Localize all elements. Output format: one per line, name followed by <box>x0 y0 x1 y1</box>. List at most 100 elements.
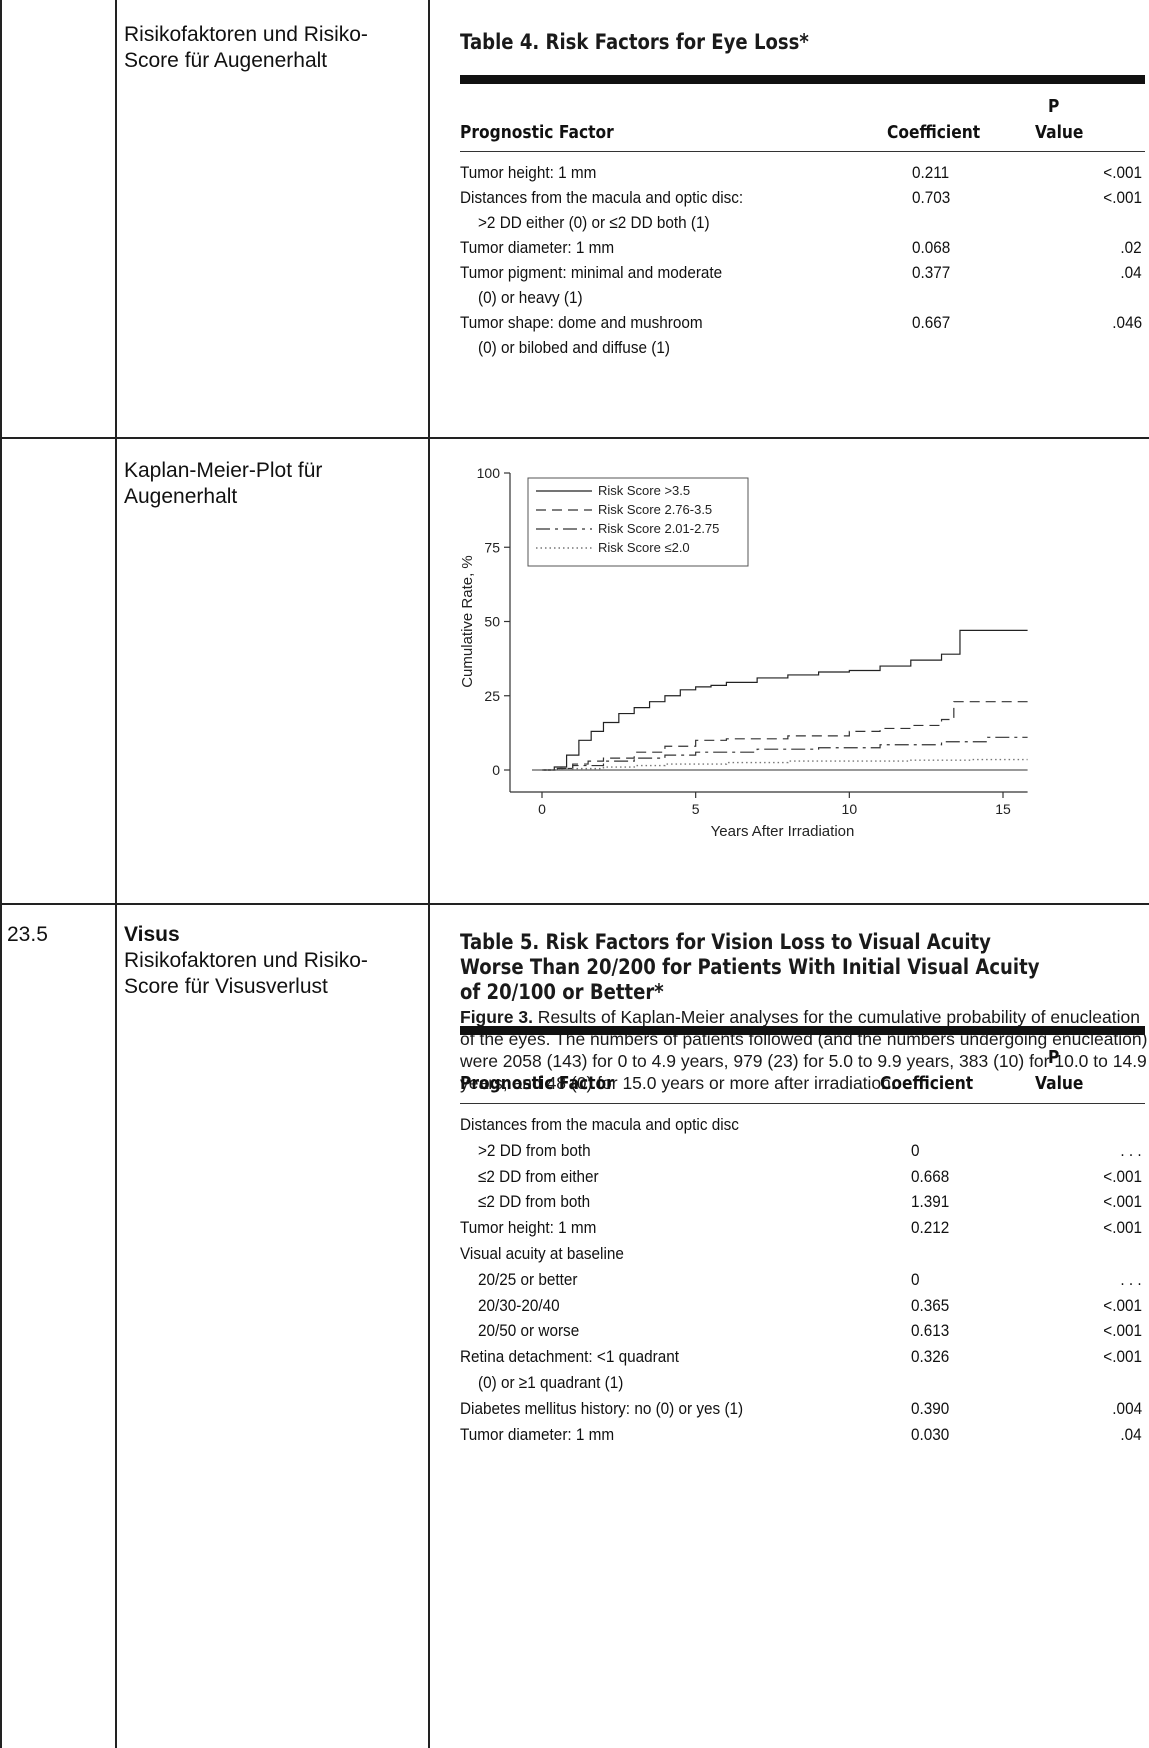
table4-coef: 0.667 <box>912 313 951 332</box>
table5-coef: 0.030 <box>911 1425 950 1444</box>
table5-factor: ≤2 DD from both <box>478 1192 591 1211</box>
table5-p: <.001 <box>1103 1167 1142 1186</box>
table5-factor: Retina detachment: <1 quadrant <box>460 1347 680 1366</box>
table4-factor: Tumor pigment: minimal and moderate <box>460 263 723 282</box>
row3-number: 23.5 <box>7 923 48 946</box>
table4-factor: Distances from the macula and optic disc… <box>460 188 744 207</box>
row2-label: Kaplan-Meier-Plot für Augenerhalt <box>124 459 323 508</box>
table5-factor: (0) or ≥1 quadrant (1) <box>478 1373 624 1392</box>
legend-label: Risk Score ≤2.0 <box>598 540 690 555</box>
x-tick-label: 5 <box>692 801 700 817</box>
table5-coef: 0 <box>911 1270 920 1289</box>
table4-factor: Tumor shape: dome and mushroom <box>460 313 703 332</box>
y-tick-label: 25 <box>484 688 500 704</box>
table4-p: <.001 <box>1103 163 1142 182</box>
table5-p: <.001 <box>1103 1296 1142 1315</box>
table5-factor: ≤2 DD from either <box>478 1167 599 1186</box>
row3-label-bold: Visus <box>124 923 180 946</box>
legend-label: Risk Score 2.76-3.5 <box>598 502 712 517</box>
table-column-divider <box>115 0 117 1748</box>
table5-coef: 0.613 <box>911 1321 950 1340</box>
y-axis-label: Cumulative Rate, % <box>459 555 476 688</box>
figure3-caption-label: Figure 3. <box>460 1007 533 1027</box>
table5-factor: >2 DD from both <box>478 1141 591 1160</box>
table4-header-coef: Coefficient <box>887 122 981 143</box>
table4-coef: 0.068 <box>912 238 951 257</box>
table5-coef: 0 <box>911 1141 920 1160</box>
table5-p: <.001 <box>1103 1321 1142 1340</box>
table4-header-value: Value <box>1035 122 1084 143</box>
table5-p: . . . <box>1120 1270 1142 1289</box>
x-tick-label: 0 <box>538 801 546 817</box>
legend-label: Risk Score >3.5 <box>598 483 690 498</box>
table5-coef: 0.365 <box>911 1296 950 1315</box>
kaplan-meier-chart: 0 25 50 75 100 0 5 10 15 Years After Irradiation C… <box>459 465 1028 840</box>
x-tick-label: 10 <box>842 801 858 817</box>
table5-coef: 0.212 <box>911 1218 950 1237</box>
table-border-left <box>0 0 2 1748</box>
table4-p: <.001 <box>1103 188 1142 207</box>
table5-p: . . . <box>1120 1141 1142 1160</box>
table4-title: Table 4. Risk Factors for Eye Loss* <box>460 30 809 54</box>
series-line-4 <box>542 758 1028 771</box>
table4-coef: 0.211 <box>912 163 950 182</box>
table4-coef: 0.703 <box>912 188 951 207</box>
table5-header-value: Value <box>1035 1073 1084 1094</box>
table4-p: .02 <box>1120 238 1142 257</box>
table5-coef: 1.391 <box>911 1192 950 1211</box>
table5-p: <.001 <box>1103 1192 1142 1211</box>
table5-title-line1: Table 5. Risk Factors for Vision Loss to… <box>460 930 991 954</box>
table5-factor: Tumor diameter: 1 mm <box>460 1425 615 1444</box>
table-row-divider <box>0 437 1149 439</box>
table5-top-rule <box>460 1026 1145 1035</box>
y-tick-label: 0 <box>492 762 500 778</box>
table5-p: .04 <box>1120 1425 1142 1444</box>
table4-factor: >2 DD either (0) or ≤2 DD both (1) <box>478 213 710 232</box>
table4-p: .04 <box>1120 263 1142 282</box>
table5-coef: 0.390 <box>911 1399 950 1418</box>
table5-header-rule <box>460 1103 1145 1104</box>
table5-header-factor: Prognostic Factor <box>460 1073 614 1094</box>
table5-coef: 0.326 <box>911 1347 950 1366</box>
y-tick-label: 50 <box>484 614 500 630</box>
series-line-2 <box>542 701 1028 771</box>
row3-label: Risikofaktoren und Risiko-Score für Visu… <box>124 949 368 998</box>
table5-header-coef: Coefficient <box>880 1073 974 1094</box>
table5-title-line3: of 20/100 or Better* <box>460 980 664 1004</box>
table5-factor: 20/30-20/40 <box>478 1296 560 1315</box>
table4-factor: Tumor diameter: 1 mm <box>460 238 615 257</box>
table4-factor: Tumor height: 1 mm <box>460 163 597 182</box>
table4-header-p: P <box>1048 96 1060 117</box>
table4-top-rule <box>460 75 1145 84</box>
legend-label: Risk Score 2.01-2.75 <box>598 521 719 536</box>
y-tick-label: 75 <box>484 539 500 555</box>
table4-factor: (0) or heavy (1) <box>478 288 583 307</box>
table5-factor: Tumor height: 1 mm <box>460 1218 597 1237</box>
table5-factor: Visual acuity at baseline <box>460 1244 624 1263</box>
x-axis-label: Years After Irradiation <box>711 823 855 840</box>
table5-title-line2: Worse Than 20/200 for Patients With Init… <box>460 955 1040 979</box>
row1-label: Risikofaktoren und Risiko-Score für Auge… <box>124 23 368 72</box>
table4-coef: 0.377 <box>912 263 951 282</box>
legend-box <box>527 477 749 567</box>
table5-factor: 20/25 or better <box>478 1270 578 1289</box>
table4-p: .046 <box>1112 313 1142 332</box>
table5-p: <.001 <box>1103 1218 1142 1237</box>
table4-header-factor: Prognostic Factor <box>460 122 614 143</box>
y-tick-label: 100 <box>477 465 501 481</box>
table5-p: <.001 <box>1103 1347 1142 1366</box>
table5-factor: Diabetes mellitus history: no (0) or yes… <box>460 1399 744 1418</box>
table-column-divider <box>428 0 430 1748</box>
table5-header-p: P <box>1048 1047 1060 1068</box>
x-tick-label: 15 <box>995 801 1011 817</box>
table4-header-rule <box>460 151 1145 152</box>
series-line-1 <box>542 629 1028 771</box>
table-row-divider <box>0 903 1149 905</box>
table5-factor: Distances from the macula and optic disc <box>460 1115 739 1134</box>
table5-p: .004 <box>1112 1399 1142 1418</box>
table4-factor: (0) or bilobed and diffuse (1) <box>478 338 670 357</box>
series-line-3 <box>542 736 1028 771</box>
table5-factor: 20/50 or worse <box>478 1321 580 1340</box>
table5-coef: 0.668 <box>911 1167 950 1186</box>
